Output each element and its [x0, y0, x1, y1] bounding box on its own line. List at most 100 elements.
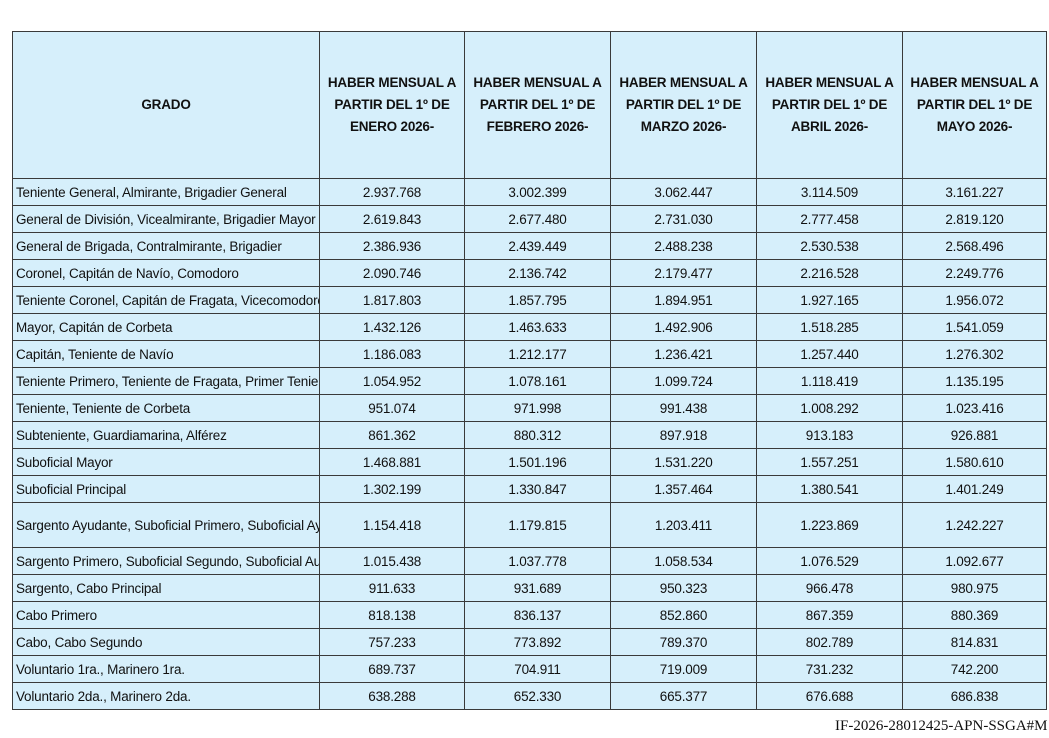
salary-value-cell: 638.288 — [319, 682, 465, 710]
salary-value-cell: 773.892 — [464, 628, 611, 656]
salary-value-cell: 2.619.843 — [319, 205, 465, 233]
table-row: Suboficial Mayor 1.468.881 1.501.196 1.531.… — [12, 448, 1047, 476]
salary-value-cell: 742.200 — [902, 655, 1047, 683]
grado-cell: Cabo, Cabo Segundo — [12, 628, 320, 656]
header-row: GRADO HABER MENSUAL A PARTIR DEL 1º DE E… — [12, 31, 1047, 179]
grado-cell: Voluntario 2da., Marinero 2da. — [12, 682, 320, 710]
salary-value-cell: 2.777.458 — [756, 205, 903, 233]
grado-cell: General de Brigada, Contralmirante, Brig… — [12, 232, 320, 260]
table-row: Voluntario 2da., Marinero 2da. 638.288 652… — [12, 682, 1047, 710]
salary-value-cell: 1.186.083 — [319, 340, 465, 368]
salary-value-cell: 1.492.906 — [610, 313, 757, 341]
salary-value-cell: 951.074 — [319, 394, 465, 422]
salary-value-cell: 1.580.610 — [902, 448, 1047, 476]
salary-value-cell: 1.092.677 — [902, 547, 1047, 575]
grado-cell: Suboficial Principal — [12, 475, 320, 503]
salary-value-cell: 1.099.724 — [610, 367, 757, 395]
salary-value-cell: 1.257.440 — [756, 340, 903, 368]
salary-value-cell: 1.817.803 — [319, 286, 465, 314]
salary-value-cell: 926.881 — [902, 421, 1047, 449]
salary-value-cell: 931.689 — [464, 574, 611, 602]
table-row: Sargento Ayudante, Suboficial Primero, S… — [12, 502, 1047, 548]
header-enero: HABER MENSUAL A PARTIR DEL 1º DE ENERO 2… — [319, 31, 465, 179]
salary-value-cell: 757.233 — [319, 628, 465, 656]
salary-value-cell: 971.998 — [464, 394, 611, 422]
document-reference: IF-2026-28012425-APN-SSGA#M — [835, 718, 1048, 734]
table-row: Subteniente, Guardiamarina, Alférez 861.3… — [12, 421, 1047, 449]
salary-value-cell: 1.058.534 — [610, 547, 757, 575]
salary-value-cell: 1.857.795 — [464, 286, 611, 314]
salary-value-cell: 2.530.538 — [756, 232, 903, 260]
salary-value-cell: 2.937.768 — [319, 178, 465, 206]
salary-value-cell: 802.789 — [756, 628, 903, 656]
salary-value-cell: 3.062.447 — [610, 178, 757, 206]
table-row: Teniente General, Almirante, Brigadier G… — [12, 178, 1047, 206]
grado-cell: Teniente General, Almirante, Brigadier G… — [12, 178, 320, 206]
table-row: Capitán, Teniente de Navío 1.186.083 1.212… — [12, 340, 1047, 368]
grado-cell: Sargento Ayudante, Suboficial Primero, S… — [12, 502, 320, 548]
table-row: General de Brigada, Contralmirante, Brig… — [12, 232, 1047, 260]
salary-value-cell: 1.236.421 — [610, 340, 757, 368]
salary-value-cell: 3.002.399 — [464, 178, 611, 206]
salary-value-cell: 1.023.416 — [902, 394, 1047, 422]
salary-value-cell: 1.212.177 — [464, 340, 611, 368]
salary-value-cell: 950.323 — [610, 574, 757, 602]
salary-value-cell: 2.249.776 — [902, 259, 1047, 287]
salary-value-cell: 911.633 — [319, 574, 465, 602]
salary-value-cell: 2.819.120 — [902, 205, 1047, 233]
table-row: Coronel, Capitán de Navío, Comodoro 2.090… — [12, 259, 1047, 287]
salary-value-cell: 1.118.419 — [756, 367, 903, 395]
salary-value-cell: 880.369 — [902, 601, 1047, 629]
salary-value-cell: 652.330 — [464, 682, 611, 710]
table-row: Teniente Coronel, Capitán de Fragata, Vi… — [12, 286, 1047, 314]
table-row: Mayor, Capitán de Corbeta 1.432.126 1.463.… — [12, 313, 1047, 341]
salary-value-cell: 1.518.285 — [756, 313, 903, 341]
grado-cell: Teniente, Teniente de Corbeta — [12, 394, 320, 422]
salary-value-cell: 1.557.251 — [756, 448, 903, 476]
table-row: Teniente Primero, Teniente de Fragata, P… — [12, 367, 1047, 395]
salary-value-cell: 2.731.030 — [610, 205, 757, 233]
salary-value-cell: 1.203.411 — [610, 502, 757, 548]
salary-value-cell: 2.568.496 — [902, 232, 1047, 260]
salary-value-cell: 2.090.746 — [319, 259, 465, 287]
salary-value-cell: 1.223.869 — [756, 502, 903, 548]
header-grado: GRADO — [12, 31, 320, 179]
salary-value-cell: 852.860 — [610, 601, 757, 629]
salary-value-cell: 1.531.220 — [610, 448, 757, 476]
salary-value-cell: 1.242.227 — [902, 502, 1047, 548]
salary-value-cell: 676.688 — [756, 682, 903, 710]
salary-value-cell: 861.362 — [319, 421, 465, 449]
salary-value-cell: 2.179.477 — [610, 259, 757, 287]
salary-table: GRADO HABER MENSUAL A PARTIR DEL 1º DE E… — [12, 31, 1047, 710]
salary-value-cell: 1.037.778 — [464, 547, 611, 575]
grado-cell: Voluntario 1ra., Marinero 1ra. — [12, 655, 320, 683]
salary-value-cell: 1.076.529 — [756, 547, 903, 575]
header-marzo: HABER MENSUAL A PARTIR DEL 1º DE MARZO 2… — [610, 31, 757, 179]
salary-value-cell: 991.438 — [610, 394, 757, 422]
table-row: Voluntario 1ra., Marinero 1ra. 689.737 704… — [12, 655, 1047, 683]
grado-cell: General de División, Vicealmirante, Brig… — [12, 205, 320, 233]
salary-value-cell: 1.894.951 — [610, 286, 757, 314]
table-row: Cabo, Cabo Segundo 757.233 773.892 789.370 8… — [12, 628, 1047, 656]
grado-cell: Capitán, Teniente de Navío — [12, 340, 320, 368]
salary-value-cell: 913.183 — [756, 421, 903, 449]
salary-value-cell: 836.137 — [464, 601, 611, 629]
salary-value-cell: 2.677.480 — [464, 205, 611, 233]
salary-value-cell: 1.463.633 — [464, 313, 611, 341]
grado-cell: Sargento, Cabo Principal — [12, 574, 320, 602]
grado-cell: Coronel, Capitán de Navío, Comodoro — [12, 259, 320, 287]
salary-value-cell: 1.078.161 — [464, 367, 611, 395]
header-mayo: HABER MENSUAL A PARTIR DEL 1º DE MAYO 20… — [902, 31, 1047, 179]
salary-value-cell: 966.478 — [756, 574, 903, 602]
table-row: Sargento, Cabo Principal 911.633 931.689 95… — [12, 574, 1047, 602]
salary-value-cell: 1.468.881 — [319, 448, 465, 476]
salary-value-cell: 686.838 — [902, 682, 1047, 710]
salary-value-cell: 1.154.418 — [319, 502, 465, 548]
table-row: Cabo Primero 818.138 836.137 852.860 867.359… — [12, 601, 1047, 629]
salary-value-cell: 867.359 — [756, 601, 903, 629]
salary-value-cell: 980.975 — [902, 574, 1047, 602]
salary-value-cell: 1.357.464 — [610, 475, 757, 503]
salary-value-cell: 1.401.249 — [902, 475, 1047, 503]
salary-value-cell: 2.488.238 — [610, 232, 757, 260]
salary-value-cell: 1.179.815 — [464, 502, 611, 548]
